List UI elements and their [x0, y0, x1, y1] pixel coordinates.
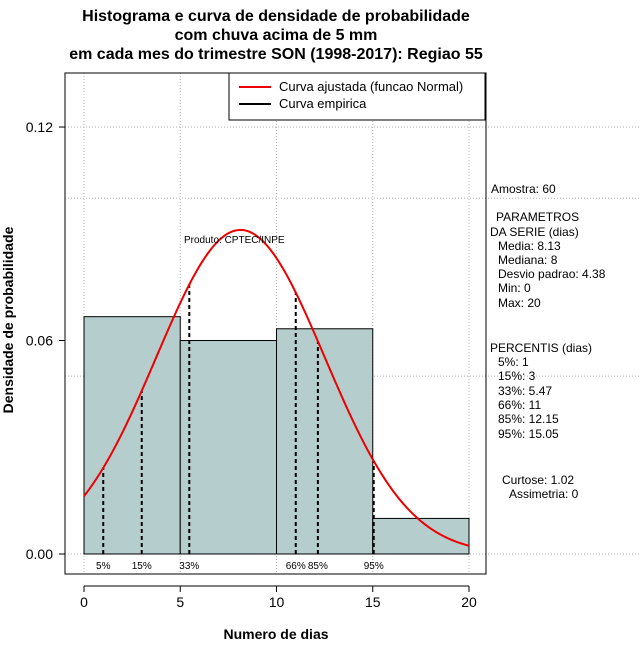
param-median: Mediana: 8	[498, 253, 558, 267]
x-axis: 0 5 10 15 20	[80, 585, 477, 610]
percentile-labels: 5% 15% 33% 66% 85% 95%	[96, 561, 384, 572]
legend-label-normal: Curva ajustada (funcao Normal)	[279, 79, 463, 94]
percentile-markers	[102, 284, 375, 554]
percentil-95: 95%: 15.05	[498, 427, 559, 441]
x-tick-label: 0	[80, 594, 88, 610]
percentile-label-95: 95%	[364, 561, 384, 572]
percentil-66: 66%: 11	[498, 398, 541, 412]
title-line-1: Histograma e curva de densidade de proba…	[82, 8, 470, 25]
legend-label-empirical: Curva empirica	[279, 96, 367, 111]
percentile-label-66: 66%	[286, 561, 306, 572]
histogram-bar-2	[179, 340, 277, 555]
assimetria: Assimetria: 0	[509, 487, 579, 501]
y-axis: 0.00 0.06 0.12	[26, 119, 66, 562]
normal-curve	[83, 228, 470, 547]
y-axis-title: Densidade de probabilidade	[0, 226, 16, 413]
params-title-2: DA SERIE (dias)	[490, 225, 579, 239]
param-min: Min: 0	[498, 281, 531, 295]
x-tick-label: 20	[461, 594, 477, 610]
y-tick-label: 0.00	[26, 546, 53, 562]
title-line-3: em cada mes do trimestre SON (1998-2017)…	[69, 46, 483, 63]
x-tick-label: 10	[269, 594, 285, 610]
stats-panel: Amostra: 60 PARAMETROS DA SERIE (dias) M…	[490, 182, 606, 501]
percentile-label-33: 33%	[179, 561, 199, 572]
x-axis-title: Numero de dias	[223, 626, 328, 642]
product-annotation: Produto: CPTEC/INPE	[184, 235, 285, 246]
percentile-label-15: 15%	[132, 561, 152, 572]
y-tick-label: 0.12	[26, 119, 53, 135]
legend: Curva ajustada (funcao Normal) Curva emp…	[228, 72, 486, 121]
percentil-15: 15%: 3	[498, 369, 536, 383]
x-tick-label: 15	[365, 594, 381, 610]
chart-title: Histograma e curva de densidade de proba…	[69, 8, 483, 63]
histogram-bars	[83, 316, 470, 555]
title-line-2: com chuva acima de 5 mm	[175, 27, 378, 44]
normal-curve-layer	[83, 228, 470, 547]
histogram-bar-3	[276, 328, 374, 555]
param-max: Max: 20	[498, 296, 541, 310]
param-mean: Media: 8.13	[498, 239, 561, 253]
histogram-bar-1	[83, 316, 181, 555]
sample-size: Amostra: 60	[491, 182, 556, 196]
percentil-85: 85%: 12.15	[498, 412, 559, 426]
histogram-bar-4	[372, 517, 470, 555]
param-sd: Desvio padrao: 4.38	[498, 267, 606, 281]
percentil-5: 5%: 1	[498, 355, 529, 369]
y-tick-label: 0.06	[26, 333, 53, 349]
percentis-title: PERCENTIS (dias)	[490, 341, 592, 355]
legend-box	[228, 72, 486, 121]
x-tick-label: 5	[176, 594, 184, 610]
percentile-label-85: 85%	[308, 561, 328, 572]
curtose: Curtose: 1.02	[502, 473, 574, 487]
percentile-label-5: 5%	[96, 561, 111, 572]
percentil-33: 33%: 5.47	[498, 384, 552, 398]
params-title-1: PARAMETROS	[496, 210, 579, 224]
